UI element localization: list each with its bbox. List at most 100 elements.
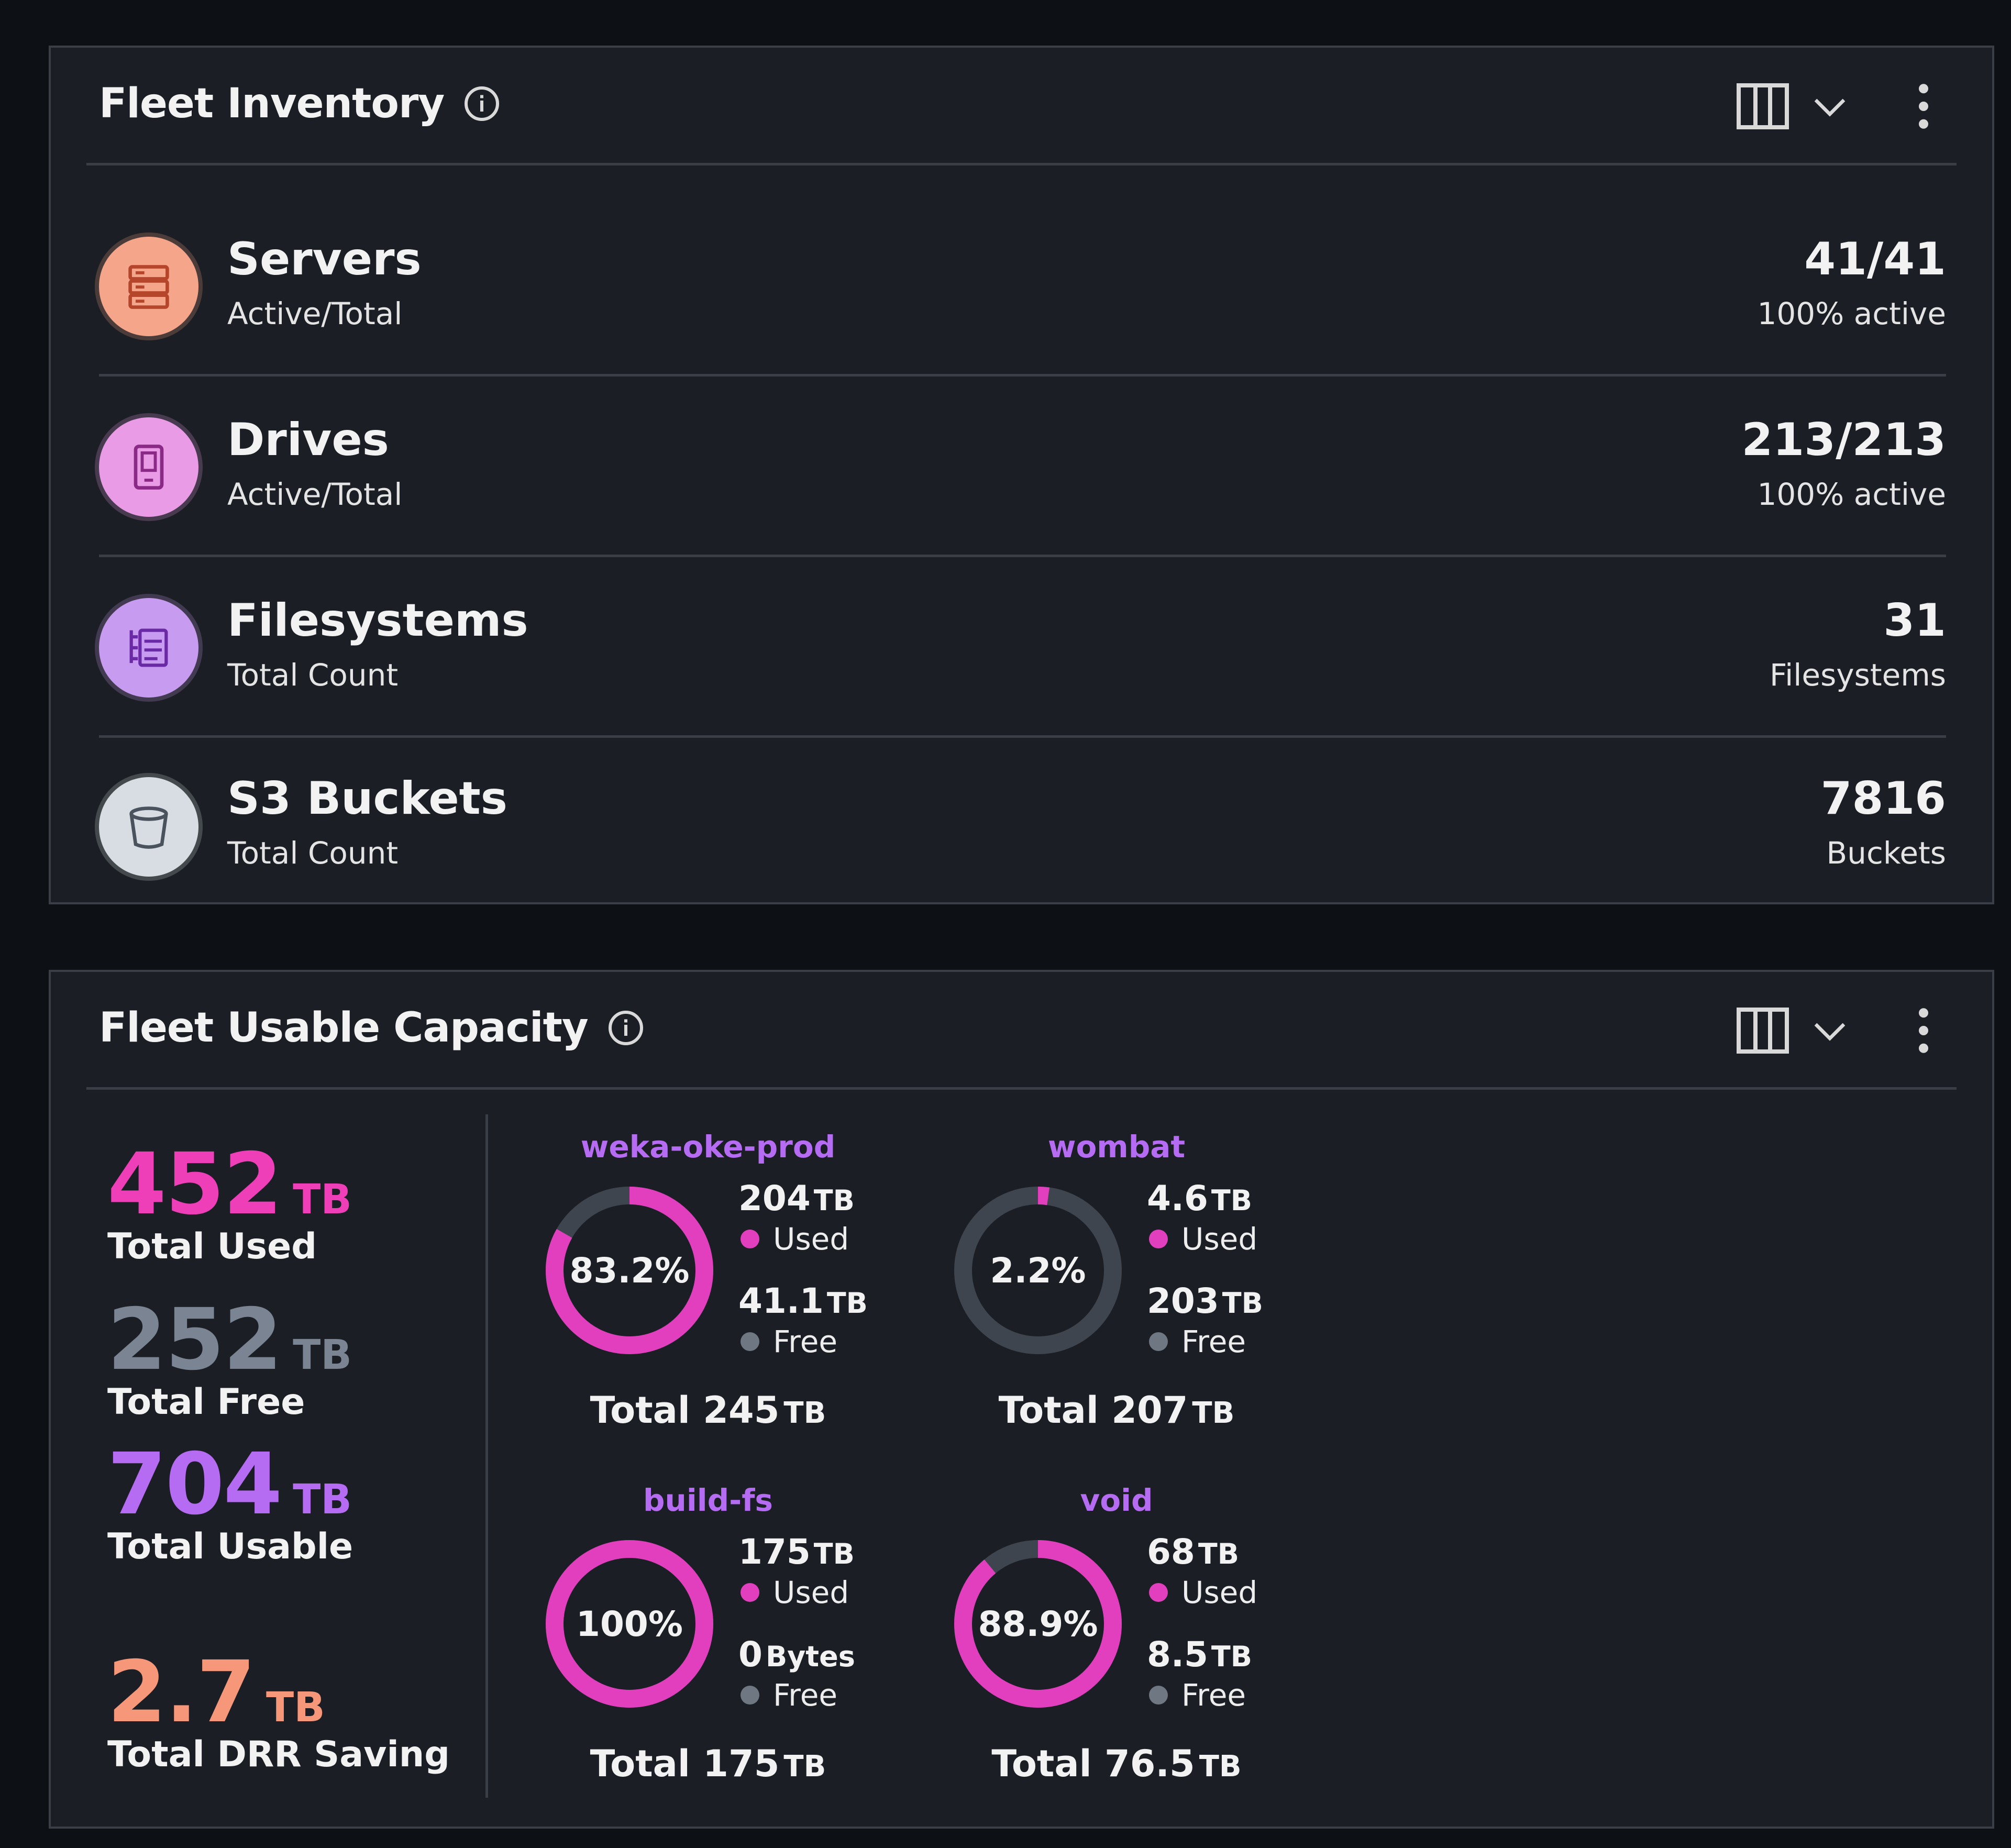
usage-donut xyxy=(954,1187,1122,1354)
row-subtitle: Active/Total xyxy=(227,296,403,331)
summary-value: 252 xyxy=(107,1291,282,1389)
free-unit: Bytes xyxy=(765,1640,855,1673)
info-icon[interactable] xyxy=(607,1009,645,1047)
used-stat: 4.6 TB Used xyxy=(1147,1181,1257,1257)
chevron-down-icon[interactable] xyxy=(1811,87,1849,125)
summary-label: Total DRR Saving xyxy=(107,1734,450,1775)
donut-used-arc xyxy=(954,1540,1122,1708)
free-unit: TB xyxy=(1222,1287,1263,1320)
summary-unit: TB xyxy=(293,1332,352,1379)
used-value: 175 xyxy=(738,1532,811,1572)
summary-unit: TB xyxy=(293,1476,352,1523)
donut-used-arc xyxy=(954,1187,1122,1354)
more-options-icon[interactable] xyxy=(1916,1007,1931,1054)
total-unit: TB xyxy=(783,1750,826,1784)
server-icon xyxy=(99,236,198,336)
free-unit: TB xyxy=(1211,1640,1252,1673)
free-value: 0 xyxy=(738,1634,763,1675)
total-prefix: Total xyxy=(998,1389,1099,1432)
panel-header: Fleet Usable Capacity xyxy=(86,972,1957,1090)
summary-label: Total Used xyxy=(107,1226,317,1267)
used-stat: 68 TB Used xyxy=(1147,1532,1258,1611)
summary-value: 704 xyxy=(107,1435,282,1534)
total-prefix: Total xyxy=(590,1389,690,1432)
cluster-tile-wombat[interactable]: wombat 2.2% 4.6 TB Used 203 TB Free Total 207 TB xyxy=(949,1129,1326,1464)
free-label: Free xyxy=(1181,1677,1246,1713)
panel-header: Fleet Inventory xyxy=(86,48,1957,165)
inventory-row-drives[interactable]: Drives Active/Total 213/213 100% active xyxy=(99,379,1946,557)
used-unit: TB xyxy=(1198,1537,1239,1570)
summary-value: 2.7 xyxy=(107,1643,256,1742)
cluster-name: weka-oke-prod xyxy=(580,1129,836,1165)
inventory-row-filesystems[interactable]: Filesystems Total Count 31 Filesystems xyxy=(99,560,1946,738)
total-unit: TB xyxy=(1192,1396,1235,1430)
summary-total-used: 452 TB Total Used xyxy=(107,1142,352,1267)
used-unit: TB xyxy=(813,1537,855,1570)
used-dot xyxy=(1149,1583,1168,1602)
columns-layout-icon[interactable] xyxy=(1736,1005,1790,1056)
used-dot xyxy=(1149,1230,1168,1248)
columns-layout-icon[interactable] xyxy=(1736,81,1790,131)
used-dot xyxy=(741,1230,759,1248)
more-options-icon[interactable] xyxy=(1916,83,1931,130)
summary-total-usable: 704 TB Total Usable xyxy=(107,1442,353,1567)
donut-percent: 83.2% xyxy=(569,1250,690,1291)
total-value: 76.5 xyxy=(1104,1742,1195,1785)
usage-donut xyxy=(546,1540,713,1708)
cluster-name: build-fs xyxy=(643,1482,773,1518)
usage-donut xyxy=(954,1540,1122,1708)
fleet-usable-capacity-panel: Fleet Usable Capacity 452 xyxy=(49,970,1994,1829)
summary-value: 452 xyxy=(107,1135,282,1234)
used-label: Used xyxy=(1181,1575,1258,1610)
info-icon[interactable] xyxy=(463,85,501,123)
cluster-tile-build-fs[interactable]: build-fs 100% 175 TB Used 0 Bytes Free Total 175… xyxy=(540,1482,918,1818)
used-label: Used xyxy=(773,1575,849,1610)
row-name: Filesystems xyxy=(227,594,528,647)
usage-donut xyxy=(546,1187,713,1354)
total-value: 245 xyxy=(703,1389,780,1432)
free-dot xyxy=(1149,1332,1168,1351)
summary-label: Total Usable xyxy=(107,1526,353,1567)
row-name: S3 Buckets xyxy=(227,772,507,825)
cluster-tile-weka-oke-prod[interactable]: weka-oke-prod 83.2% 204 TB Used 41.1 TB Free Tot… xyxy=(540,1129,918,1464)
donut-percent: 2.2% xyxy=(990,1250,1086,1291)
inventory-row-servers[interactable]: Servers Active/Total 41/41 100% active xyxy=(99,198,1946,377)
row-subtitle: Active/Total xyxy=(227,477,403,512)
cluster-tile-void[interactable]: void 88.9% 68 TB Used 8.5 TB Free Total 76.5 TB xyxy=(949,1482,1326,1818)
free-stat: 0 Bytes Free xyxy=(738,1637,855,1713)
row-name: Drives xyxy=(227,414,389,466)
cluster-name: wombat xyxy=(1047,1129,1186,1165)
used-stat: 204 TB Used xyxy=(738,1181,855,1257)
used-stat: 175 TB Used xyxy=(738,1532,855,1611)
free-stat: 8.5 TB Free xyxy=(1147,1637,1252,1713)
summary-unit: TB xyxy=(266,1684,325,1731)
free-stat: 41.1 TB Free xyxy=(738,1281,868,1360)
free-dot xyxy=(741,1332,759,1351)
used-label: Used xyxy=(773,1221,849,1257)
free-value: 41.1 xyxy=(738,1281,824,1321)
inventory-row-s3-buckets[interactable]: S3 Buckets Total Count 7816 Buckets xyxy=(99,738,1946,916)
donut-used-arc xyxy=(546,1187,713,1354)
used-label: Used xyxy=(1181,1221,1258,1257)
cluster-total: Total 207 TB xyxy=(949,1389,1284,1432)
free-dot xyxy=(741,1686,759,1705)
used-value: 68 xyxy=(1147,1532,1195,1572)
free-label: Free xyxy=(773,1324,838,1359)
row-value-subtitle: Buckets xyxy=(1826,835,1946,871)
fleet-inventory-panel: Fleet Inventory xyxy=(49,46,1994,904)
donut-percent: 88.9% xyxy=(978,1603,1098,1644)
free-label: Free xyxy=(773,1677,838,1713)
used-unit: TB xyxy=(813,1184,855,1217)
row-value-subtitle: 100% active xyxy=(1757,296,1946,331)
cluster-total: Total 175 TB xyxy=(540,1742,876,1785)
donut-percent: 100% xyxy=(576,1603,683,1644)
cluster-total: Total 245 TB xyxy=(540,1389,876,1432)
free-stat: 203 TB Free xyxy=(1147,1284,1263,1360)
total-prefix: Total xyxy=(590,1742,690,1785)
vertical-divider xyxy=(485,1114,488,1798)
free-dot xyxy=(1149,1686,1168,1705)
free-unit: TB xyxy=(826,1287,868,1320)
chevron-down-icon[interactable] xyxy=(1811,1012,1849,1049)
row-value: 41/41 xyxy=(1804,233,1946,285)
total-value: 207 xyxy=(1111,1389,1188,1432)
